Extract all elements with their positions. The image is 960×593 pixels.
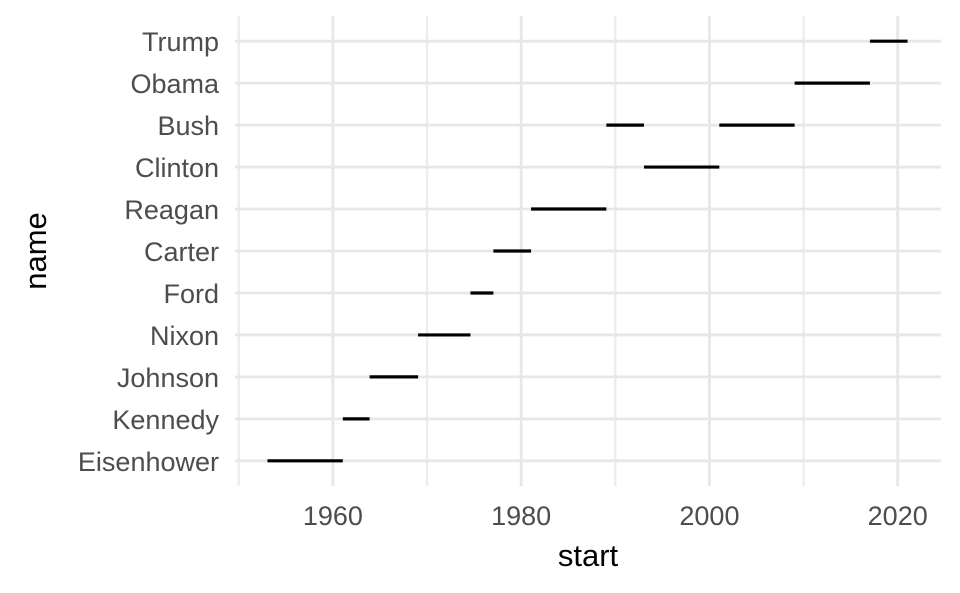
y-tick-label: Eisenhower: [78, 447, 219, 477]
y-tick-label: Nixon: [150, 321, 219, 351]
x-axis-tick-labels: 1960 1980 2000 2020: [303, 501, 928, 531]
y-tick-label: Reagan: [124, 195, 219, 225]
grid-major-lines: [235, 16, 941, 486]
y-tick-label: Obama: [130, 69, 220, 99]
y-tick-label: Johnson: [117, 363, 219, 393]
x-axis-title: start: [558, 538, 619, 573]
term-segments: [267, 39, 908, 463]
y-tick-label: Trump: [142, 27, 219, 57]
x-tick-label: 2020: [868, 501, 928, 531]
x-tick-label: 2000: [679, 501, 739, 531]
y-tick-label: Clinton: [135, 153, 219, 183]
y-tick-label: Ford: [163, 279, 219, 309]
y-tick-label: Carter: [144, 237, 219, 267]
y-axis-tick-labels: Trump Obama Bush Clinton Reagan Carter Ford Nix…: [78, 27, 220, 477]
y-tick-label: Kennedy: [112, 405, 219, 435]
x-tick-label: 1980: [491, 501, 551, 531]
y-tick-label: Bush: [157, 111, 219, 141]
x-tick-label: 1960: [303, 501, 363, 531]
y-axis-title: name: [18, 212, 53, 290]
